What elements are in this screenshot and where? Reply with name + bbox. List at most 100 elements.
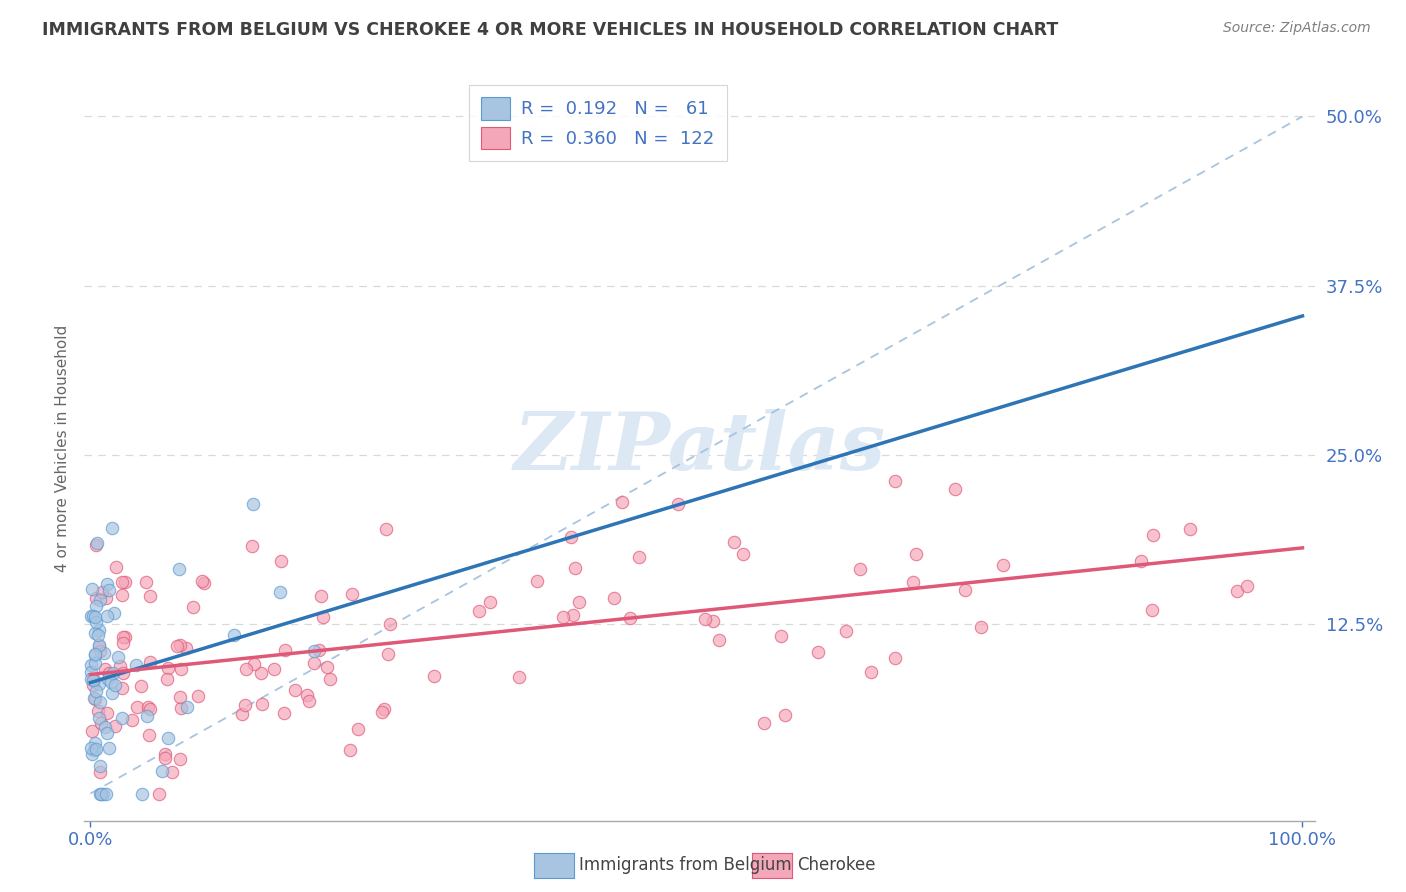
Point — [610, 495, 633, 509]
Point — [90, 787, 112, 801]
Point — [250, 666, 273, 681]
Point — [187, 689, 209, 703]
Point — [104, 678, 127, 692]
Point — [561, 607, 583, 622]
Point — [84, 691, 107, 706]
Point — [884, 474, 907, 488]
Point — [176, 700, 198, 714]
Point — [567, 595, 589, 609]
Point — [87, 627, 110, 641]
Point — [89, 639, 111, 653]
Point — [723, 535, 745, 549]
Point — [87, 623, 110, 637]
Point — [82, 673, 104, 688]
Point — [114, 575, 136, 590]
Point — [770, 629, 793, 643]
Point — [100, 674, 122, 689]
Point — [84, 648, 107, 662]
Point — [129, 680, 152, 694]
Point — [775, 708, 797, 723]
Point — [273, 706, 295, 721]
Point — [94, 591, 117, 605]
Point — [101, 521, 124, 535]
Point — [297, 688, 319, 702]
Point — [312, 610, 335, 624]
Point — [91, 584, 114, 599]
Point — [87, 639, 110, 653]
Point — [98, 740, 121, 755]
Point — [111, 666, 134, 681]
Point — [94, 662, 117, 676]
Point — [135, 574, 157, 589]
Point — [84, 615, 107, 629]
Point — [176, 641, 198, 656]
Point — [83, 673, 105, 687]
Point — [901, 574, 924, 589]
Point — [170, 662, 193, 676]
Point — [970, 620, 993, 634]
Point — [263, 662, 285, 676]
Point — [468, 604, 491, 618]
Point — [131, 787, 153, 801]
Point — [560, 530, 582, 544]
Point — [153, 747, 176, 761]
Point — [695, 612, 717, 626]
Point — [84, 684, 107, 698]
Point — [139, 656, 162, 670]
Point — [943, 482, 966, 496]
Point — [112, 631, 135, 645]
Point — [479, 595, 502, 609]
Point — [627, 549, 650, 564]
Point — [89, 695, 111, 709]
Point — [84, 647, 107, 661]
Point — [86, 536, 108, 550]
Point — [89, 593, 111, 607]
Point — [111, 588, 134, 602]
Point — [114, 630, 136, 644]
Point — [702, 614, 724, 628]
Point — [83, 736, 105, 750]
Point — [371, 705, 394, 719]
Point — [1142, 527, 1164, 541]
Text: ZIPatlas: ZIPatlas — [513, 409, 886, 487]
Point — [84, 538, 107, 552]
Point — [240, 539, 263, 553]
Point — [551, 610, 574, 624]
Point — [274, 643, 297, 657]
Point — [190, 574, 212, 589]
Point — [100, 686, 122, 700]
Point — [84, 609, 107, 624]
Point — [80, 741, 103, 756]
Point — [111, 711, 134, 725]
Point — [89, 677, 111, 691]
Point — [231, 707, 253, 722]
Point — [991, 558, 1014, 573]
Point — [1140, 603, 1163, 617]
Point — [1178, 523, 1201, 537]
Legend: R =  0.192   N =   61, R =  0.360   N =  122: R = 0.192 N = 61, R = 0.360 N = 122 — [468, 85, 727, 161]
Point — [94, 720, 117, 734]
Point — [298, 694, 321, 708]
Point — [666, 497, 689, 511]
Point — [160, 764, 183, 779]
Point — [80, 582, 103, 596]
Point — [84, 591, 107, 605]
Point — [339, 743, 361, 757]
Point — [308, 642, 330, 657]
Point — [135, 709, 157, 723]
Point — [89, 759, 111, 773]
Point — [883, 651, 905, 665]
Point — [508, 670, 530, 684]
Point — [157, 731, 180, 745]
Point — [377, 647, 399, 661]
Point — [104, 719, 127, 733]
Point — [139, 702, 162, 716]
Point — [340, 587, 363, 601]
Point — [148, 787, 170, 801]
Point — [166, 639, 188, 653]
Point — [953, 582, 976, 597]
Point — [139, 589, 162, 603]
Point — [1226, 583, 1249, 598]
Point — [754, 715, 776, 730]
Point — [107, 649, 129, 664]
